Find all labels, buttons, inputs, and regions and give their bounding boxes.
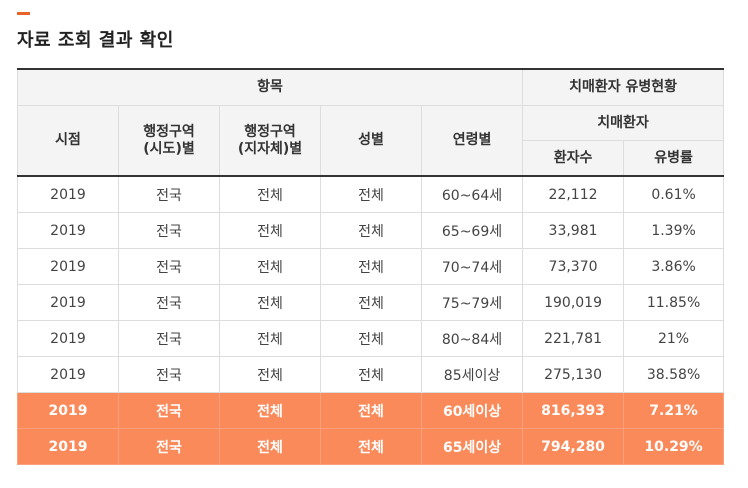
header-region-province: 행정구역 (시도)별 xyxy=(118,105,220,177)
cell-age-group: 70~74세 xyxy=(420,248,524,285)
cell-municipality: 전체 xyxy=(219,284,321,321)
cell-period: 2019 xyxy=(17,356,119,393)
header-region-municipality: 행정구역 (지자체)별 xyxy=(219,105,321,177)
page-title: 자료 조회 결과 확인 xyxy=(17,30,174,51)
header-sex: 성별 xyxy=(320,105,422,177)
cell-patient-count: 73,370 xyxy=(522,248,625,285)
header-region-province-text: 행정구역 (시도)별 xyxy=(143,123,195,157)
header-region-municipality-text: 행정구역 (지자체)별 xyxy=(237,123,303,157)
cell-sex: 전체 xyxy=(320,284,422,321)
table-row: 2019 전국 전체 전체 75~79세 190,019 11.85% xyxy=(17,284,725,321)
cell-patient-count: 275,130 xyxy=(522,356,625,393)
cell-province: 전국 xyxy=(118,392,220,429)
cell-province: 전국 xyxy=(118,284,220,321)
cell-prevalence-rate: 21% xyxy=(623,320,725,357)
table-row: 2019 전국 전체 전체 70~74세 73,370 3.86% xyxy=(17,248,725,285)
cell-patient-count: 33,981 xyxy=(522,212,625,249)
cell-prevalence-rate: 10.29% xyxy=(623,428,725,465)
title-accent-bar xyxy=(17,12,30,15)
cell-period: 2019 xyxy=(17,212,119,249)
cell-age-group: 65~69세 xyxy=(420,212,524,249)
cell-prevalence-rate: 7.21% xyxy=(623,392,725,429)
cell-age-group: 85세이상 xyxy=(420,356,524,393)
table-row: 2019 전국 전체 전체 85세이상 275,130 38.58% xyxy=(17,356,725,393)
cell-municipality: 전체 xyxy=(219,428,321,465)
cell-sex: 전체 xyxy=(320,248,422,285)
cell-sex: 전체 xyxy=(320,428,422,465)
result-table: 항목 치매환자 유병현황 시점 행정구역 (시도)별 행정구역 (지자체)별 성… xyxy=(16,68,725,465)
cell-age-group: 60~64세 xyxy=(420,175,524,213)
cell-prevalence-rate: 1.39% xyxy=(623,212,725,249)
cell-period: 2019 xyxy=(17,175,119,213)
table-body: 2019 전국 전체 전체 60~64세 22,112 0.61% 2019 전국 전체 전체 65~… xyxy=(17,175,725,465)
cell-period: 2019 xyxy=(17,248,119,285)
cell-municipality: 전체 xyxy=(219,392,321,429)
cell-age-group: 75~79세 xyxy=(420,284,524,321)
summary-row: 2019 전국 전체 전체 65세이상 794,280 10.29% xyxy=(17,428,725,465)
cell-patient-count: 794,280 xyxy=(522,428,625,465)
cell-sex: 전체 xyxy=(320,175,422,213)
cell-period: 2019 xyxy=(17,428,119,465)
cell-period: 2019 xyxy=(17,392,119,429)
header-prevalence-group: 치매환자 유병현황 xyxy=(522,68,725,106)
summary-row: 2019 전국 전체 전체 60세이상 816,393 7.21% xyxy=(17,392,725,429)
cell-municipality: 전체 xyxy=(219,248,321,285)
cell-province: 전국 xyxy=(118,175,220,213)
cell-province: 전국 xyxy=(118,212,220,249)
table-row: 2019 전국 전체 전체 80~84세 221,781 21% xyxy=(17,320,725,357)
header-period: 시점 xyxy=(17,105,119,177)
cell-period: 2019 xyxy=(17,284,119,321)
cell-province: 전국 xyxy=(118,248,220,285)
header-patient-count: 환자수 xyxy=(522,140,625,177)
header-age-group: 연령별 xyxy=(420,105,524,177)
cell-patient-count: 190,019 xyxy=(522,284,625,321)
cell-prevalence-rate: 3.86% xyxy=(623,248,725,285)
cell-patient-count: 221,781 xyxy=(522,320,625,357)
cell-period: 2019 xyxy=(17,320,119,357)
cell-patient-count: 22,112 xyxy=(522,175,625,213)
cell-municipality: 전체 xyxy=(219,175,321,213)
cell-province: 전국 xyxy=(118,428,220,465)
cell-age-group: 80~84세 xyxy=(420,320,524,357)
cell-age-group: 65세이상 xyxy=(420,428,524,465)
table-row: 2019 전국 전체 전체 60~64세 22,112 0.61% xyxy=(17,175,725,213)
cell-sex: 전체 xyxy=(320,392,422,429)
cell-municipality: 전체 xyxy=(219,212,321,249)
cell-prevalence-rate: 0.61% xyxy=(623,175,725,213)
cell-province: 전국 xyxy=(118,320,220,357)
cell-patient-count: 816,393 xyxy=(522,392,625,429)
header-prevalence-rate: 유병률 xyxy=(623,140,725,177)
cell-prevalence-rate: 38.58% xyxy=(623,356,725,393)
cell-municipality: 전체 xyxy=(219,356,321,393)
cell-sex: 전체 xyxy=(320,320,422,357)
cell-sex: 전체 xyxy=(320,356,422,393)
header-dementia-patients: 치매환자 xyxy=(522,105,725,141)
header-items-group: 항목 xyxy=(16,68,524,106)
cell-sex: 전체 xyxy=(320,212,422,249)
table-row: 2019 전국 전체 전체 65~69세 33,981 1.39% xyxy=(17,212,725,249)
cell-prevalence-rate: 11.85% xyxy=(623,284,725,321)
cell-province: 전국 xyxy=(118,356,220,393)
cell-municipality: 전체 xyxy=(219,320,321,357)
cell-age-group: 60세이상 xyxy=(420,392,524,429)
